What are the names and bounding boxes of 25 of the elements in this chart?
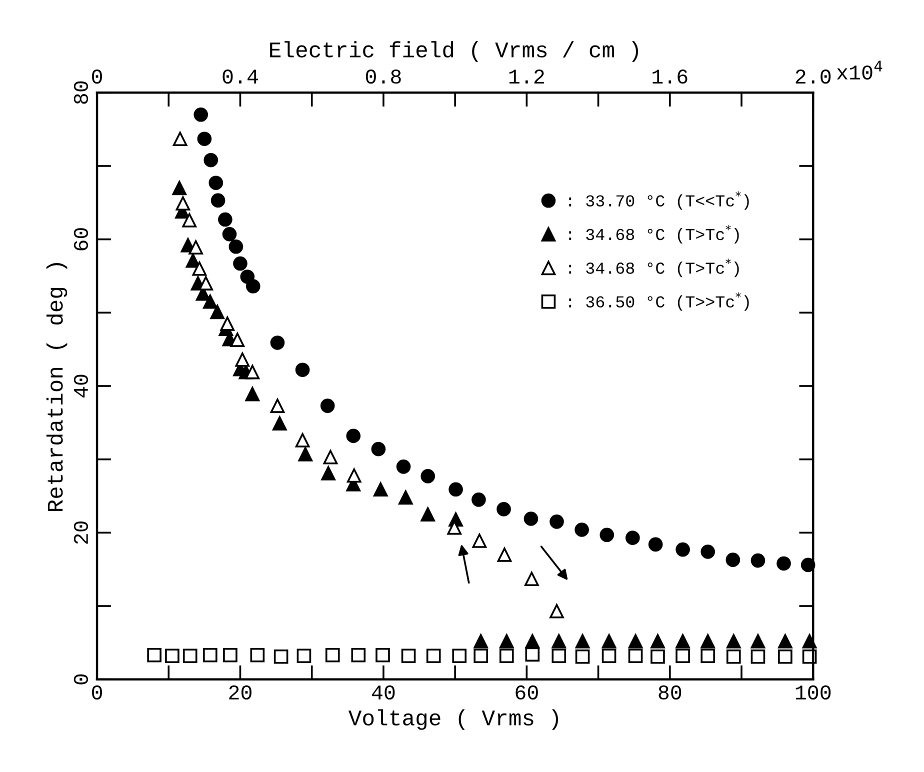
x-tick-label: 80: [658, 685, 682, 700]
legend-label: : 34.68 °C (T>Tc$^{*}$): [569, 224, 739, 244]
x-tick-label: 60: [516, 685, 538, 700]
legend-label: : 36.50 °C (T>>Tc$^{*}$): [569, 292, 749, 311]
legend-label: : 33.70 °C (T<<Tc$^{*}$): [569, 191, 749, 210]
x2-tick-label: 1.6: [652, 70, 688, 84]
x-tick-label: 20: [229, 685, 252, 700]
x2-tick-label: 0.4: [222, 70, 258, 84]
legend-label: : 34.68 °C (T>Tc$^{*}$): [569, 258, 739, 278]
x2-tick-label: 0.8: [366, 70, 401, 84]
y-tick-label: 40: [74, 374, 88, 398]
y-axis-title: Retardation ( deg ): [46, 263, 68, 511]
x-axis-title: Voltage ( Vrms ): [348, 709, 558, 730]
y-tick-label: 60: [74, 228, 88, 250]
x2-axis-title: Electric field ( Vrms / cm ): [270, 41, 638, 62]
y-tick-label: 20: [74, 521, 88, 544]
x-tick-label: 100: [796, 685, 831, 700]
y-tick-label: 80: [74, 81, 88, 104]
text: x10$^{4}$: [836, 60, 882, 80]
x2-tick-label: 1.2: [509, 70, 544, 84]
x2-tick-label: 0: [92, 70, 102, 84]
x-tick-label: 40: [372, 685, 395, 700]
x2-tick-label: 2.0: [796, 70, 831, 84]
x-tick-label: 0: [92, 685, 102, 700]
y-tick-label: 0: [74, 674, 88, 684]
